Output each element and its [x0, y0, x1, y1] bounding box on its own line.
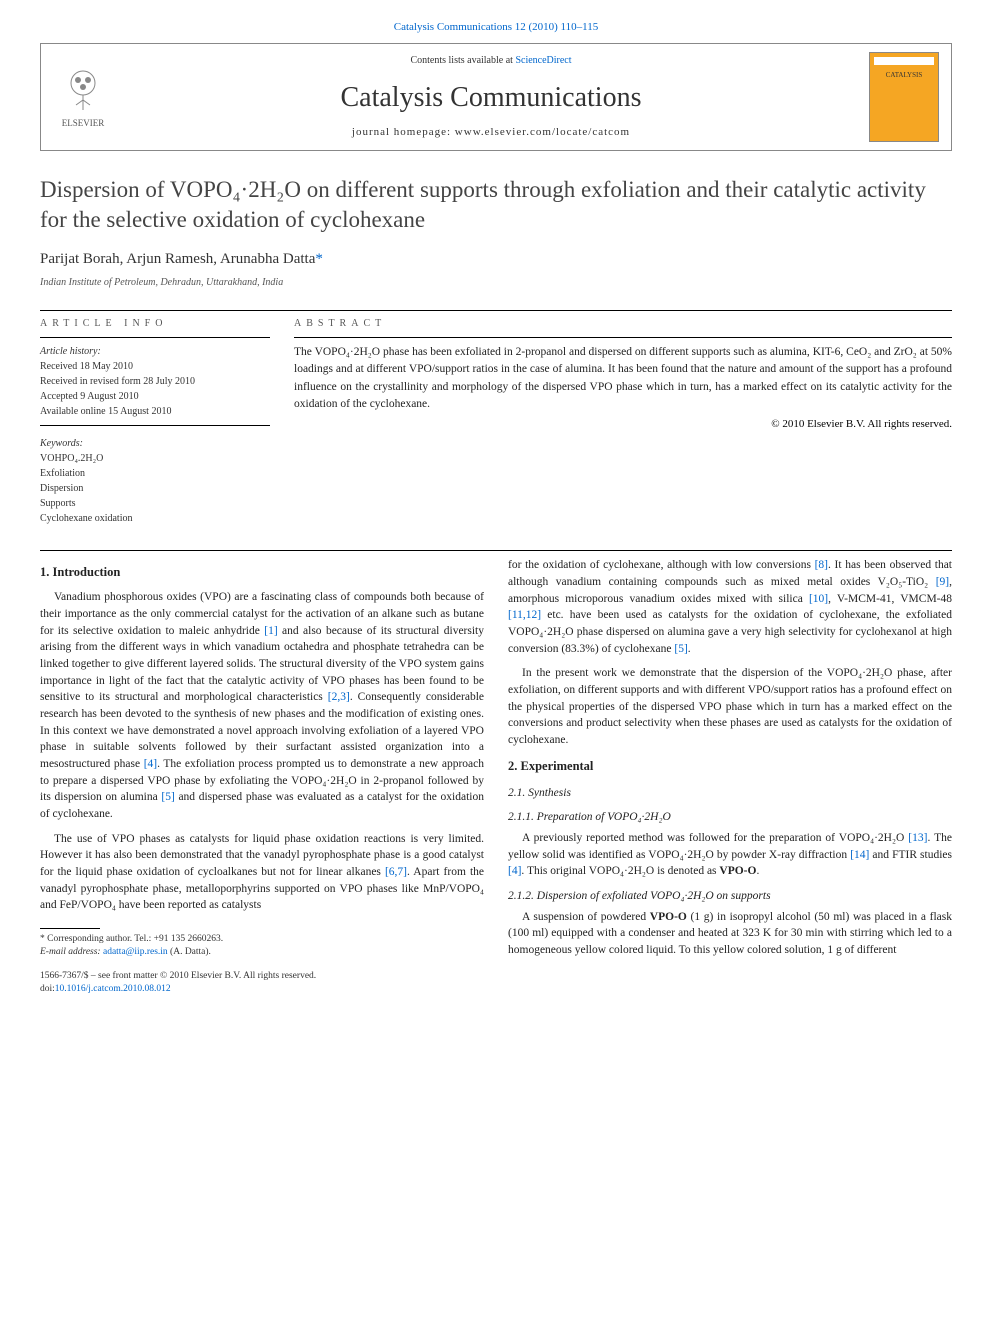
- received-date: Received 18 May 2010: [40, 359, 270, 374]
- article-info-heading: ARTICLE INFO: [40, 317, 270, 331]
- history-label: Article history:: [40, 344, 270, 359]
- email-label: E-mail address:: [40, 947, 103, 957]
- article-body: 1. Introduction Vanadium phosphorous oxi…: [40, 557, 952, 996]
- info-rule-2: [40, 425, 270, 426]
- ref-link[interactable]: [5]: [161, 791, 174, 803]
- revised-date: Received in revised form 28 July 2010: [40, 374, 270, 389]
- keywords-block: Keywords: VOHPO₄.2H₂O Exfoliation Disper…: [40, 436, 270, 526]
- corresponding-footnote: * Corresponding author. Tel.: +91 135 26…: [40, 933, 484, 960]
- sciencedirect-link[interactable]: ScienceDirect: [515, 55, 571, 66]
- article-history: Article history: Received 18 May 2010 Re…: [40, 344, 270, 419]
- abstract-heading: ABSTRACT: [294, 317, 952, 331]
- publisher-logo: ELSEVIER: [53, 62, 113, 132]
- info-abstract-row: ARTICLE INFO Article history: Received 1…: [40, 317, 952, 526]
- abstract-rule: [294, 337, 952, 338]
- body-paragraph: A suspension of powdered VPO-O (1 g) in …: [508, 909, 952, 959]
- ref-link[interactable]: [14]: [850, 849, 869, 861]
- email-suffix: (A. Datta).: [168, 947, 211, 957]
- ref-link[interactable]: [5]: [674, 643, 687, 655]
- abstract-text: The VOPO₄·2H₂O phase has been exfoliated…: [294, 344, 952, 413]
- affiliation: Indian Institute of Petroleum, Dehradun,…: [40, 276, 952, 290]
- online-date: Available online 15 August 2010: [40, 404, 270, 419]
- ref-link[interactable]: [9]: [936, 576, 949, 588]
- section-1-heading: 1. Introduction: [40, 563, 484, 581]
- ref-link[interactable]: [10]: [809, 593, 828, 605]
- vpo-o-bold: VPO-O: [719, 865, 756, 877]
- ref-link[interactable]: [11,12]: [508, 609, 541, 621]
- ref-link[interactable]: [4]: [508, 865, 521, 877]
- article-info-col: ARTICLE INFO Article history: Received 1…: [40, 317, 270, 526]
- corr-email[interactable]: adatta@iip.res.in: [103, 947, 168, 957]
- journal-citation[interactable]: Catalysis Communications 12 (2010) 110–1…: [40, 20, 952, 35]
- contents-prefix: Contents lists available at: [410, 55, 515, 66]
- keyword: Supports: [40, 496, 270, 511]
- journal-header: ELSEVIER Contents lists available at Sci…: [40, 43, 952, 151]
- abstract-copyright: © 2010 Elsevier B.V. All rights reserved…: [294, 417, 952, 432]
- elsevier-tree-icon: [58, 65, 108, 115]
- section-2-heading: 2. Experimental: [508, 757, 952, 775]
- abstract-col: ABSTRACT The VOPO₄·2H₂O phase has been e…: [294, 317, 952, 526]
- body-paragraph: In the present work we demonstrate that …: [508, 665, 952, 748]
- footer-meta: 1566-7367/$ – see front matter © 2010 El…: [40, 970, 484, 997]
- body-paragraph: A previously reported method was followe…: [508, 830, 952, 880]
- ref-link[interactable]: [2,3]: [328, 691, 350, 703]
- keyword: VOHPO₄.2H₂O: [40, 451, 270, 466]
- ref-link[interactable]: [1]: [264, 625, 277, 637]
- body-paragraph: The use of VPO phases as catalysts for l…: [40, 831, 484, 914]
- corr-email-line: E-mail address: adatta@iip.res.in (A. Da…: [40, 946, 484, 959]
- doi-line: doi:10.1016/j.catcom.2010.08.012: [40, 983, 484, 996]
- authors-line: Parijat Borah, Arjun Ramesh, Arunabha Da…: [40, 249, 952, 270]
- section-212-heading: 2.1.2. Dispersion of exfoliated VOPO₄·2H…: [508, 888, 952, 905]
- footnote-separator: [40, 928, 100, 929]
- section-21-heading: 2.1. Synthesis: [508, 785, 952, 802]
- body-paragraph: Vanadium phosphorous oxides (VPO) are a …: [40, 589, 484, 822]
- contents-line: Contents lists available at ScienceDirec…: [113, 54, 869, 68]
- cover-title: CATALYSIS: [874, 71, 934, 81]
- ref-link[interactable]: [6,7]: [385, 866, 407, 878]
- doi-link[interactable]: 10.1016/j.catcom.2010.08.012: [55, 984, 171, 994]
- top-rule: [40, 310, 952, 311]
- authors: Parijat Borah, Arjun Ramesh, Arunabha Da…: [40, 251, 315, 267]
- keyword: Dispersion: [40, 481, 270, 496]
- body-paragraph: for the oxidation of cyclohexane, althou…: [508, 557, 952, 657]
- corr-author-tel: * Corresponding author. Tel.: +91 135 26…: [40, 933, 484, 946]
- journal-cover-thumbnail: CATALYSIS: [869, 52, 939, 142]
- journal-homepage: journal homepage: www.elsevier.com/locat…: [113, 125, 869, 140]
- issn-line: 1566-7367/$ – see front matter © 2010 El…: [40, 970, 484, 983]
- ref-link[interactable]: [8]: [815, 559, 828, 571]
- vpo-o-bold: VPO-O: [650, 911, 687, 923]
- header-center: Contents lists available at ScienceDirec…: [113, 54, 869, 141]
- publisher-name: ELSEVIER: [62, 117, 105, 130]
- article-title: Dispersion of VOPO₄·2H₂O on different su…: [40, 175, 952, 235]
- keyword: Cyclohexane oxidation: [40, 511, 270, 526]
- section-211-heading: 2.1.1. Preparation of VOPO₄·2H₂O: [508, 809, 952, 826]
- keyword: Exfoliation: [40, 466, 270, 481]
- corresponding-author-star[interactable]: *: [315, 251, 323, 267]
- info-rule: [40, 337, 270, 338]
- ref-link[interactable]: [4]: [144, 758, 157, 770]
- accepted-date: Accepted 9 August 2010: [40, 389, 270, 404]
- keywords-label: Keywords:: [40, 436, 270, 451]
- mid-rule: [40, 550, 952, 551]
- ref-link[interactable]: [13]: [908, 832, 927, 844]
- journal-name: Catalysis Communications: [113, 78, 869, 117]
